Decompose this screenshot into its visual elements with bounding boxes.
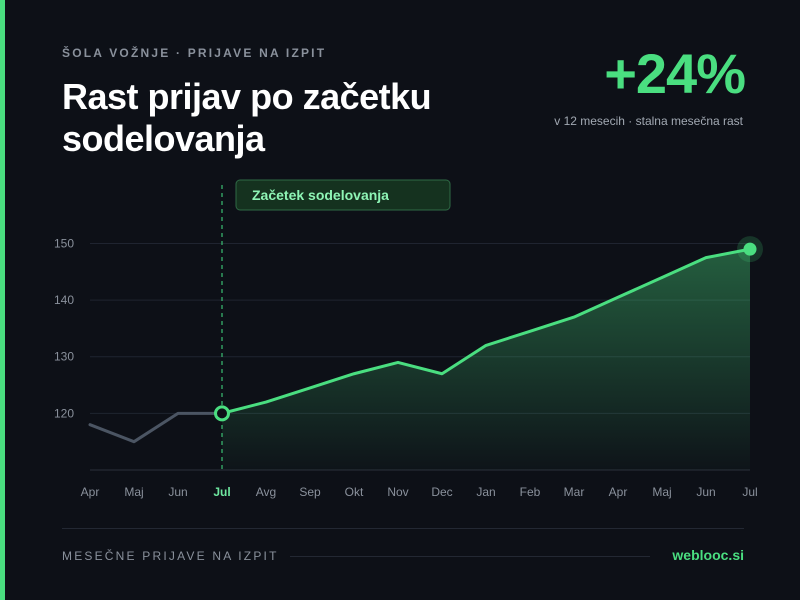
x-tick-label: Jul	[742, 485, 757, 499]
x-tick-label: Apr	[609, 485, 628, 499]
footer-label: MESEČNE PRIJAVE NA IZPIT	[62, 549, 279, 563]
x-tick-label: Jun	[168, 485, 187, 499]
y-tick-label: 140	[54, 293, 74, 307]
x-tick-label: Maj	[652, 485, 671, 499]
x-tick-label: Maj	[124, 485, 143, 499]
x-tick-label: Sep	[299, 485, 321, 499]
x-tick-label: Jul	[213, 485, 230, 499]
x-tick-label: Feb	[520, 485, 541, 499]
chart-title: Rast prijav po začetku sodelovanja	[62, 76, 432, 159]
footer-divider	[62, 528, 744, 529]
x-tick-label: Jun	[696, 485, 715, 499]
x-tick-label: Mar	[564, 485, 585, 499]
area-fill-after	[222, 249, 750, 470]
x-tick-label: Jan	[476, 485, 495, 499]
kpi-note: v 12 mesecih · stalna mesečna rast	[554, 114, 743, 128]
annotation-box	[235, 179, 451, 211]
x-tick-label: Apr	[81, 485, 100, 499]
x-tick-label: Nov	[387, 485, 408, 499]
x-tick-label: Dec	[431, 485, 452, 499]
y-tick-label: 120	[54, 406, 74, 420]
start-point-marker	[214, 405, 230, 422]
x-tick-label: Okt	[345, 485, 364, 499]
x-tick-label: Avg	[256, 485, 276, 499]
kpi-value: +24%	[604, 42, 746, 105]
eyebrow-label: ŠOLA VOŽNJE · PRIJAVE NA IZPIT	[62, 46, 327, 60]
end-point-marker	[743, 242, 757, 256]
accent-bar	[0, 0, 5, 600]
footer-brand: weblooc.si	[672, 547, 744, 563]
y-tick-label: 150	[54, 236, 74, 250]
y-tick-label: 130	[54, 350, 74, 364]
series-line-before	[88, 411, 224, 444]
series-line-after	[220, 247, 752, 415]
footer-rule	[290, 556, 650, 557]
annotation-label: Začetek sodelovanja	[252, 187, 389, 203]
